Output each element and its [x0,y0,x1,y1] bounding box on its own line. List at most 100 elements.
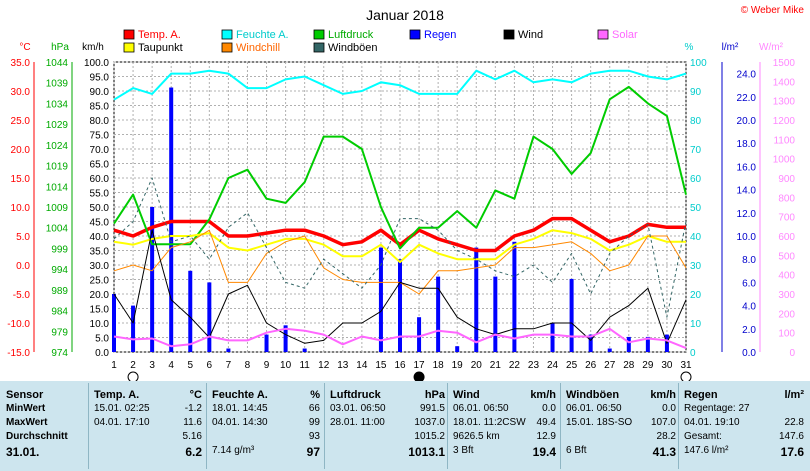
pct-tick: 50 [690,203,702,214]
solar-tick: 700 [778,213,795,224]
summary-row: MinWert [6,403,86,417]
summary-row-value: 41.3 [652,445,676,459]
summary-row-value: 19.4 [532,445,556,459]
summary-divider [324,383,325,469]
x-tick-label: 31 [680,360,692,371]
solar-tick: 100 [778,329,795,340]
kmh-tick: 30.0 [90,261,110,272]
summary-header: Windböen km/h [566,389,676,403]
summary-row: 3 Bft 19.4 [453,445,556,459]
rain-bar [588,334,593,352]
summary-row-label: 6 Bft [566,445,587,456]
rain-bar [112,294,116,352]
summary-block: Regen l/m² Regentage: 27 04.01. 19:10 22.8 Ge… [684,389,804,459]
rain-tick: 14.0 [737,186,757,197]
temp-tick: 10.0 [11,203,31,214]
x-tick-label: 21 [490,360,502,371]
summary-divider [447,383,448,469]
summary-row-value: 107.0 [650,417,676,428]
rain-bar [512,241,517,352]
summary-row-label: 03.01. 06:50 [330,403,386,414]
x-tick-label: 28 [623,360,635,371]
kmh-tick: 100.0 [84,58,109,69]
x-tick-label: 19 [452,360,464,371]
summary-row: 6.2 [94,445,202,459]
summary-title: Windböen [566,389,620,401]
moon-full-marker [127,371,139,381]
hpa-tick: 994 [51,265,68,276]
summary-unit: % [310,389,320,401]
x-tick-label: 24 [547,360,559,371]
summary-row: 06.01. 06:50 0.0 [453,403,556,417]
summary-unit: hPa [424,389,445,401]
temp-tick: -5.0 [13,290,31,301]
kmh-tick: 0.0 [95,348,109,359]
x-tick-label: 20 [471,360,483,371]
summary-row-label: 04.01. 17:10 [94,417,150,428]
summary-block: Feuchte A.% 18.01. 14:45 66 04.01. 14:30 99 9… [212,389,320,459]
summary-row-value: 1037.0 [414,417,445,428]
x-tick-label: 13 [337,360,349,371]
summary-row-value: 97 [306,445,320,459]
legend-label-luftdruck: Luftdruck [328,29,374,41]
temp-tick: 30.0 [11,87,31,98]
solar-tick: 900 [778,174,795,185]
x-tick-label: 23 [528,360,540,371]
solar-tick: 200 [778,309,795,320]
x-tick-label: 26 [585,360,597,371]
summary-block: Sensor MinWert MaxWert Durchschnitt 31.01. [6,389,86,459]
temp-tick: 15.0 [11,174,31,185]
legend-swatch-regen [409,29,421,40]
summary-row-label: 04.01. 14:30 [212,417,268,428]
legend-label-temp: Temp. A. [138,29,181,41]
summary-row: 04.01. 17:10 11.6 [94,417,202,431]
summary-row: 147.6 l/m² 17.6 [684,445,804,459]
summary-block: Wind km/h 06.01. 06:50 0.0 18.01. 11:2CSW 49.… [453,389,556,459]
summary-row: Durchschnitt [6,431,86,445]
legend-label-windchill: Windchill [236,42,280,54]
summary-block: Windböen km/h 06.01. 06:50 0.0 15.01. 18S-SO… [566,389,676,459]
summary-row-value: 991.5 [419,403,445,414]
legend-label-regen: Regen [424,29,456,41]
summary-row-value: 66 [308,403,320,414]
hpa-tick: 1014 [46,182,69,193]
summary-row-label: 31.01. [6,445,40,459]
summary-row: 03.01. 06:50 991.5 [330,403,445,417]
kmh-tick: 85.0 [90,102,110,113]
summary-row: 15.01. 18S-SO 107.0 [566,417,676,431]
x-tick-label: 11 [299,360,310,371]
legend-swatch-wind [503,29,515,40]
legend-swatch-feuchte [221,29,233,40]
x-tick-label: 22 [509,360,521,371]
legend-label-solar: Solar [612,29,638,41]
summary-row-value: 12.9 [536,431,556,442]
hpa-tick: 1009 [46,203,69,214]
solar-tick: 1500 [773,58,796,69]
summary-header: Regen l/m² [684,389,804,403]
summary-block: Temp. A. °C 15.01. 02:25 -1.2 04.01. 17:10 11… [94,389,202,459]
x-tick-label: 2 [130,360,136,371]
kmh-tick: 15.0 [90,305,110,316]
temp-tick: -15.0 [7,348,30,359]
kmh-tick: 90.0 [90,87,110,98]
x-tick-label: 18 [433,360,445,371]
summary-row-label: 15.01. 02:25 [94,403,150,414]
x-tick-label: 10 [280,360,292,371]
x-tick-label: 15 [375,360,387,371]
summary-header: Temp. A. °C [94,389,202,403]
rain-bar [283,325,288,352]
solar-tick: 1300 [773,97,796,108]
summary-title: Feuchte A. [212,389,268,401]
pct-tick: 100 [690,58,707,69]
summary-row: Gesamt: 147.6 [684,431,804,445]
summary-row-label: Gesamt: [684,431,722,442]
summary-row-value: 5.16 [182,431,202,442]
axis-unit-hpa: hPa [51,42,69,53]
hpa-tick: 1039 [46,79,69,90]
legend-label-taupunkt: Taupunkt [138,42,183,54]
summary-row-label: 147.6 l/m² [684,445,729,456]
axis-unit-solar: W/m² [759,42,784,53]
summary-row: 06.01. 06:50 0.0 [566,403,676,417]
solar-tick: 1000 [773,155,796,166]
x-tick-label: 29 [642,360,654,371]
